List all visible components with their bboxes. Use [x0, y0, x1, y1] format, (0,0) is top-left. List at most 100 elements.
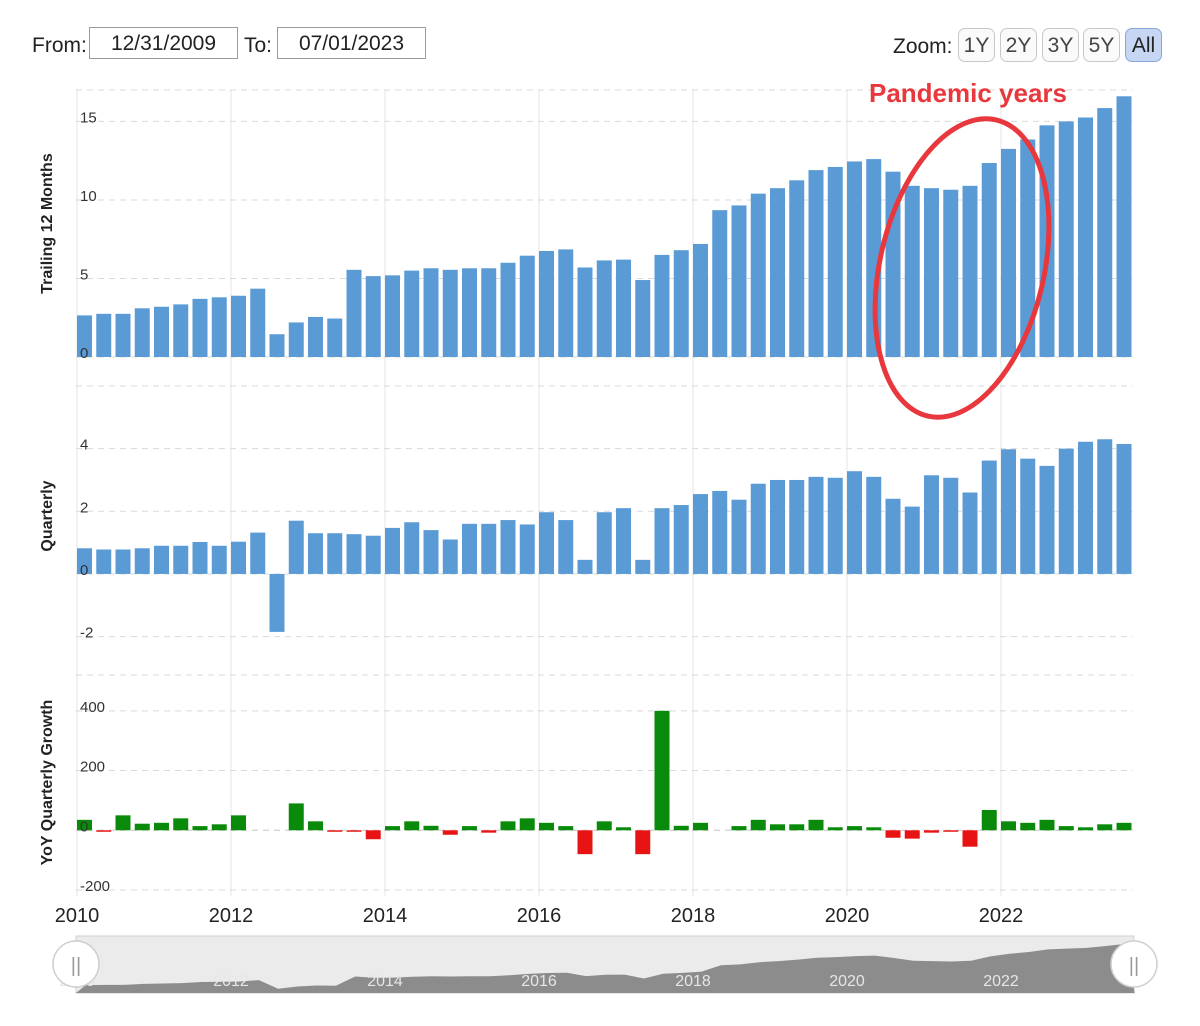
bar — [173, 545, 189, 574]
zoom-1y-button[interactable]: 1Y — [958, 28, 995, 62]
bar — [943, 189, 959, 357]
bar — [712, 490, 728, 574]
from-date-input[interactable]: 12/31/2009 — [89, 27, 238, 59]
bar — [962, 185, 978, 357]
bar — [1020, 822, 1036, 831]
bar — [481, 523, 497, 574]
bar — [154, 306, 169, 357]
bar — [1097, 108, 1113, 357]
bar — [134, 548, 150, 574]
bar — [173, 304, 189, 357]
bar — [269, 573, 285, 632]
bar — [654, 710, 670, 831]
bar — [616, 508, 631, 574]
bar — [789, 180, 805, 357]
x-tick-label: 2012 — [209, 905, 254, 927]
bar — [924, 830, 939, 833]
bar — [134, 823, 150, 831]
bar — [654, 254, 670, 357]
bar — [77, 548, 92, 574]
bar — [462, 268, 477, 357]
bar — [500, 262, 516, 357]
from-label: From: — [32, 34, 87, 57]
bar — [596, 260, 612, 357]
bar — [693, 822, 708, 831]
zoom-5y-button[interactable]: 5Y — [1083, 28, 1120, 62]
bar — [423, 268, 439, 357]
bar — [1001, 449, 1016, 574]
bar — [539, 512, 554, 574]
bar — [365, 535, 381, 574]
bar — [308, 533, 323, 574]
bar — [847, 161, 862, 357]
x-tick-label: 2018 — [671, 905, 716, 927]
bar — [96, 830, 112, 832]
y-tick-label: 0 — [80, 345, 88, 362]
bar — [924, 188, 939, 357]
bar — [423, 530, 439, 574]
navigator-area-series — [76, 943, 1135, 993]
bar — [1001, 821, 1016, 831]
bar — [904, 506, 920, 574]
bar — [231, 295, 246, 357]
bar — [750, 193, 766, 357]
navigator-left-handle[interactable]: || — [52, 940, 100, 988]
bar — [211, 545, 227, 574]
bar — [134, 308, 150, 357]
bar — [115, 313, 131, 357]
bar — [423, 825, 439, 831]
zoom-all-button[interactable]: All — [1125, 28, 1162, 62]
bar — [462, 523, 477, 574]
to-date-input[interactable]: 07/01/2023 — [277, 27, 426, 59]
bar — [1001, 148, 1016, 357]
x-tick-label: 2014 — [363, 905, 408, 927]
bar — [115, 549, 131, 574]
bar — [943, 477, 959, 574]
bar — [635, 280, 651, 357]
bar — [442, 539, 458, 574]
bar — [519, 255, 535, 357]
bar — [404, 270, 420, 357]
zoom-3y-button[interactable]: 3Y — [1042, 28, 1079, 62]
bar — [885, 830, 901, 838]
y-axis-title: Quarterly — [39, 480, 56, 551]
bar — [1020, 139, 1036, 357]
right-handle-grip: || — [1129, 955, 1139, 977]
bar — [365, 830, 381, 840]
bar — [635, 830, 651, 855]
bar — [558, 520, 574, 574]
bar — [770, 188, 785, 357]
y-tick-label: 0 — [80, 562, 88, 579]
bar — [211, 297, 227, 357]
navigator-right-handle[interactable]: || — [1110, 940, 1158, 988]
bar — [327, 830, 343, 832]
bar — [346, 534, 362, 574]
zoom-2y-button[interactable]: 2Y — [1000, 28, 1037, 62]
bar — [288, 322, 304, 357]
bar — [577, 559, 593, 574]
bar — [462, 826, 477, 831]
y-tick-label: 400 — [80, 699, 105, 716]
bar — [577, 830, 593, 855]
bar — [404, 522, 420, 574]
y-tick-label: 2 — [80, 499, 88, 516]
bar — [288, 803, 304, 831]
labels-layer: 0 5 10 15 Trailing 12 Months -2 0 2 4 Quarterly -2… — [39, 109, 1023, 927]
range-selector-bar: From: 12/31/2009 To: 07/01/2023 Zoom: 1Y… — [0, 0, 1200, 80]
bar — [962, 830, 978, 847]
bar — [770, 479, 785, 574]
y-tick-label: 4 — [80, 437, 88, 454]
y-axis-title: Trailing 12 Months — [39, 153, 56, 294]
bar — [693, 243, 708, 357]
bar — [847, 826, 862, 831]
bar — [770, 824, 785, 831]
bar — [96, 313, 112, 357]
bar — [693, 494, 708, 574]
left-handle-grip: || — [71, 955, 81, 977]
x-tick-label: 2016 — [517, 905, 562, 927]
bar — [385, 826, 400, 831]
bar — [308, 821, 323, 831]
bar — [539, 822, 554, 831]
to-label: To: — [244, 34, 273, 57]
